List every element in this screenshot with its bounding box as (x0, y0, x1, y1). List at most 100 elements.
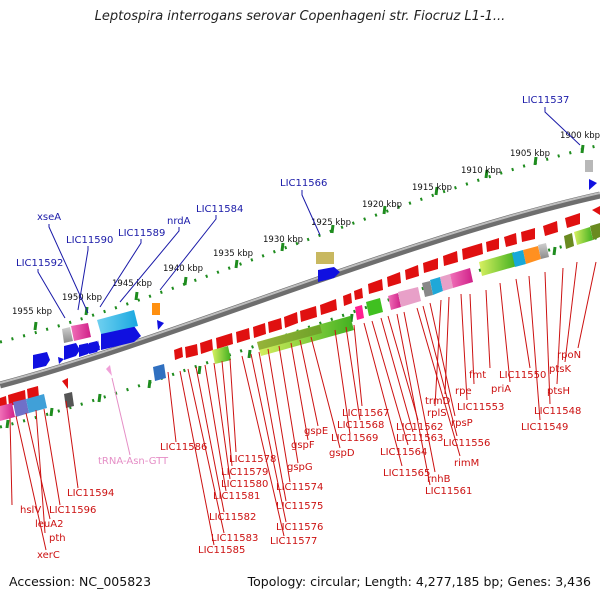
gene-LIC11592[interactable] (33, 352, 50, 369)
gene-label[interactable]: rpoN (557, 350, 581, 361)
gene-LIC11566[interactable] (318, 267, 340, 282)
tick-label: 1935 kbp (213, 249, 253, 259)
gene-label[interactable]: rpsP (451, 418, 473, 429)
gene-label[interactable]: LIC11583 (211, 533, 258, 544)
gene-ptsH[interactable] (543, 221, 558, 236)
gene-label[interactable]: rplS (427, 408, 447, 419)
gene-LIC11550[interactable] (486, 238, 499, 252)
gene-LIC11582[interactable] (174, 347, 183, 360)
gene-LIC11537[interactable] (589, 179, 597, 190)
gene-label[interactable]: LIC11563 (396, 433, 443, 444)
gene-rplS[interactable] (368, 279, 383, 294)
gene-label[interactable]: LIC11575 (276, 501, 323, 512)
gene-label[interactable]: nrdA (167, 216, 191, 227)
gene-label[interactable]: trmD (425, 396, 451, 407)
gene-label[interactable]: LIC11579 (221, 467, 268, 478)
gene-label[interactable]: LIC11568 (337, 420, 384, 431)
gene-pth[interactable] (62, 378, 68, 389)
gene-label[interactable]: gspD (329, 448, 355, 459)
gene-label[interactable]: LIC11564 (380, 447, 427, 458)
gene-gspG[interactable] (253, 323, 266, 338)
gene-label[interactable]: LIC11556 (443, 438, 490, 449)
gene-label[interactable]: hslV (20, 505, 41, 516)
gene-label[interactable]: gspG (287, 462, 313, 473)
gene-label[interactable]: LIC11567 (342, 408, 389, 419)
gene-label[interactable]: LIC11553 (457, 402, 504, 413)
gene-label[interactable]: LIC11561 (425, 486, 472, 497)
gene-LIC11589[interactable] (101, 326, 141, 350)
gene-label[interactable]: priA (491, 384, 511, 395)
gene-label[interactable]: LIC11537 (522, 95, 569, 106)
gene-label[interactable]: LIC11581 (213, 491, 260, 502)
gene-label[interactable]: xseA (37, 212, 61, 223)
gene-label[interactable]: LIC11576 (276, 522, 323, 533)
gene-LIC11584[interactable] (157, 320, 164, 330)
gene-label[interactable]: LIC11569 (331, 433, 378, 444)
gene-trmD[interactable] (387, 272, 401, 287)
gene-xseA[interactable] (79, 343, 92, 357)
gene-label[interactable]: LIC11585 (198, 545, 245, 556)
gene-LIC11567[interactable] (343, 293, 352, 306)
genome-summary-text: Topology: circular; Length: 4,277,185 bp… (247, 574, 591, 589)
gene-rpe[interactable] (423, 258, 438, 273)
gene-LIC11548[interactable] (521, 228, 535, 242)
gene-label[interactable]: LIC11580 (221, 479, 268, 490)
gene-label[interactable]: LIC11548 (534, 406, 581, 417)
gene-LIC11574[interactable] (236, 328, 250, 343)
gene-gspE[interactable] (284, 312, 298, 328)
gene-label[interactable]: rimM (454, 458, 479, 469)
gene-label[interactable]: ptsK (549, 364, 571, 375)
gene-label[interactable]: gspE (304, 426, 328, 437)
gene-label[interactable]: LIC11584 (196, 204, 243, 215)
gene-label[interactable]: LIC11574 (276, 482, 323, 493)
gene-label[interactable]: LIC11596 (49, 505, 96, 516)
gene-label[interactable]: LIC11590 (66, 235, 113, 246)
trna-label[interactable]: tRNA-Asn-GTT (98, 456, 169, 467)
tick-label: 1900 kbp (560, 131, 600, 141)
gene-label[interactable]: LIC11589 (118, 228, 165, 239)
gene-priA[interactable] (462, 243, 483, 260)
gene-label[interactable]: pth (49, 533, 66, 544)
gene-small-fwd[interactable] (58, 357, 64, 364)
gene-label[interactable]: LIC11562 (396, 422, 443, 433)
trna-callout (111, 377, 131, 456)
tick-label: 1925 kbp (311, 218, 351, 228)
forward-labels: LIC11537 LIC11566 LIC11584 nrdA LIC11589… (16, 95, 569, 269)
tick-label: 1920 kbp (362, 200, 402, 210)
gene-label[interactable]: fmt (469, 370, 486, 381)
gene-label[interactable]: LIC11565 (383, 468, 430, 479)
gene-label[interactable]: LIC11577 (270, 536, 317, 547)
gene-gspD[interactable] (300, 306, 317, 322)
gene-label[interactable]: LIC11578 (229, 454, 276, 465)
gene-LIC11549[interactable] (504, 233, 517, 247)
gene-LIC11578[interactable] (216, 333, 233, 349)
gene-fmt[interactable] (443, 251, 458, 266)
gene-LIC11579[interactable] (200, 339, 213, 354)
gene-tRNA-Asn-GTT[interactable] (106, 365, 112, 376)
gene-LIC11568[interactable] (320, 299, 337, 315)
gene-label[interactable]: LIC11549 (521, 422, 568, 433)
kbp-tick-labels: 1900 kbp 1905 kbp 1910 kbp 1915 kbp 1920… (12, 131, 600, 317)
gene-label[interactable]: rpe (455, 386, 472, 397)
gene-label[interactable]: LIC11592 (16, 258, 63, 269)
gene-label[interactable]: gspF (291, 440, 315, 451)
gene-rpoN[interactable] (592, 206, 600, 215)
gene-LIC11553[interactable] (405, 265, 419, 280)
gene-label[interactable]: xerC (37, 550, 60, 561)
gene-label[interactable]: LIC11550 (499, 370, 546, 381)
gene-fwd-2[interactable] (96, 340, 100, 351)
gene-label[interactable]: ptsH (547, 386, 570, 397)
gene-label[interactable]: rnhB (427, 474, 451, 485)
gene-ptsK[interactable] (565, 213, 580, 228)
gene-LIC11590[interactable] (64, 343, 80, 360)
reverse-callouts (9, 261, 597, 551)
gene-label[interactable]: LIC11594 (67, 488, 114, 499)
gene-rpsP[interactable] (354, 288, 363, 300)
genome-backbone-highlight (0, 192, 600, 384)
gene-label[interactable]: LIC11582 (209, 512, 256, 523)
gene-LIC11581[interactable] (185, 344, 198, 358)
gene-label[interactable]: LIC11586 (160, 442, 207, 453)
gene-label[interactable]: leuA2 (35, 519, 63, 530)
gene-gspF[interactable] (268, 318, 282, 333)
gene-label[interactable]: LIC11566 (280, 178, 327, 189)
